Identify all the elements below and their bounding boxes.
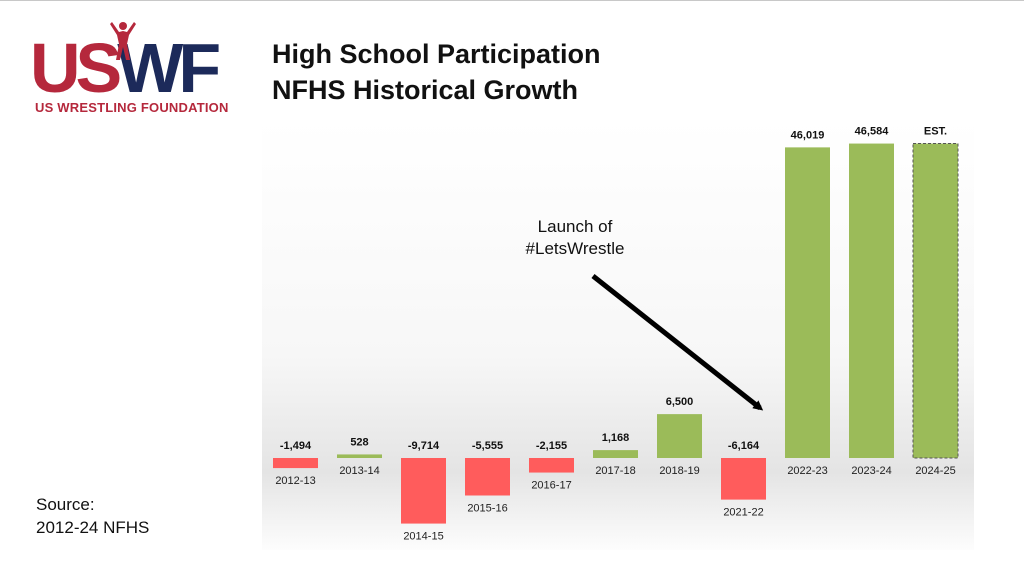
value-label-2018-19: 6,500	[666, 396, 694, 408]
category-label-2017-18: 2017-18	[595, 465, 635, 477]
value-label-2024-25: EST.	[924, 126, 947, 138]
top-divider	[0, 0, 1024, 1]
value-label-2022-23: 46,019	[791, 129, 825, 141]
title-line-2: NFHS Historical Growth	[272, 75, 579, 105]
bar-2022-23	[785, 147, 830, 458]
bar-2017-18	[593, 450, 638, 458]
value-label-2013-14: 528	[350, 436, 368, 448]
value-label-2012-13: -1,494	[280, 440, 312, 452]
value-label-2014-15: -9,714	[408, 440, 440, 452]
page-title: High School Participation NFHS Historica…	[272, 36, 601, 108]
title-line-1: High School Participation	[272, 39, 601, 69]
bar-2013-14	[337, 454, 382, 458]
category-label-2023-24: 2023-24	[851, 465, 891, 477]
annotation-arrow	[591, 274, 764, 411]
bar-2024-25	[912, 143, 959, 459]
logo-wf: WF	[117, 29, 221, 107]
value-label-2021-22: -6,164	[728, 440, 760, 452]
category-label-2018-19: 2018-19	[659, 465, 699, 477]
bar-2012-13	[273, 458, 318, 469]
labels-layer: -1,494 2012-13 528 2013-14 -9,714 2014-15 -5,5…	[275, 126, 955, 543]
bar-2023-24	[849, 143, 894, 459]
value-label-2015-16: -5,555	[472, 440, 503, 452]
logo-wordmark: USWF	[30, 29, 221, 107]
source-value: 2012-24 NFHS	[36, 518, 150, 537]
bar-2016-17	[529, 458, 574, 473]
category-label-2016-17: 2016-17	[531, 480, 571, 492]
category-label-2024-25: 2024-25	[915, 465, 955, 477]
category-label-2015-16: 2015-16	[467, 502, 507, 514]
category-label-2012-13: 2012-13	[275, 475, 315, 487]
annotation-line-2: #LetsWrestle	[526, 239, 625, 258]
annotation-line-1: Launch of	[538, 217, 613, 236]
source-note: Source: 2012-24 NFHS	[36, 493, 149, 539]
value-label-2017-18: 1,168	[602, 432, 630, 444]
wrestler-figure-icon	[110, 22, 136, 60]
bar-2018-19	[657, 414, 702, 458]
bars-layer	[273, 143, 959, 524]
logo-us: US	[30, 29, 122, 107]
category-label-2013-14: 2013-14	[339, 465, 379, 477]
source-label: Source:	[36, 495, 95, 514]
participation-bar-chart: -1,494 2012-13 528 2013-14 -9,714 2014-15 -5,5…	[262, 120, 974, 550]
value-label-2016-17: -2,155	[536, 440, 567, 452]
value-label-2023-24: 46,584	[855, 126, 890, 138]
bar-2014-15	[401, 458, 446, 524]
category-label-2021-22: 2021-22	[723, 507, 763, 519]
category-label-2022-23: 2022-23	[787, 465, 827, 477]
bar-2021-22	[721, 458, 766, 500]
uswf-logo: USWF US WRESTLING FOUNDATION	[30, 20, 250, 120]
category-label-2014-15: 2014-15	[403, 531, 443, 543]
bar-2015-16	[465, 458, 510, 496]
logo-subtitle: US WRESTLING FOUNDATION	[35, 100, 229, 115]
